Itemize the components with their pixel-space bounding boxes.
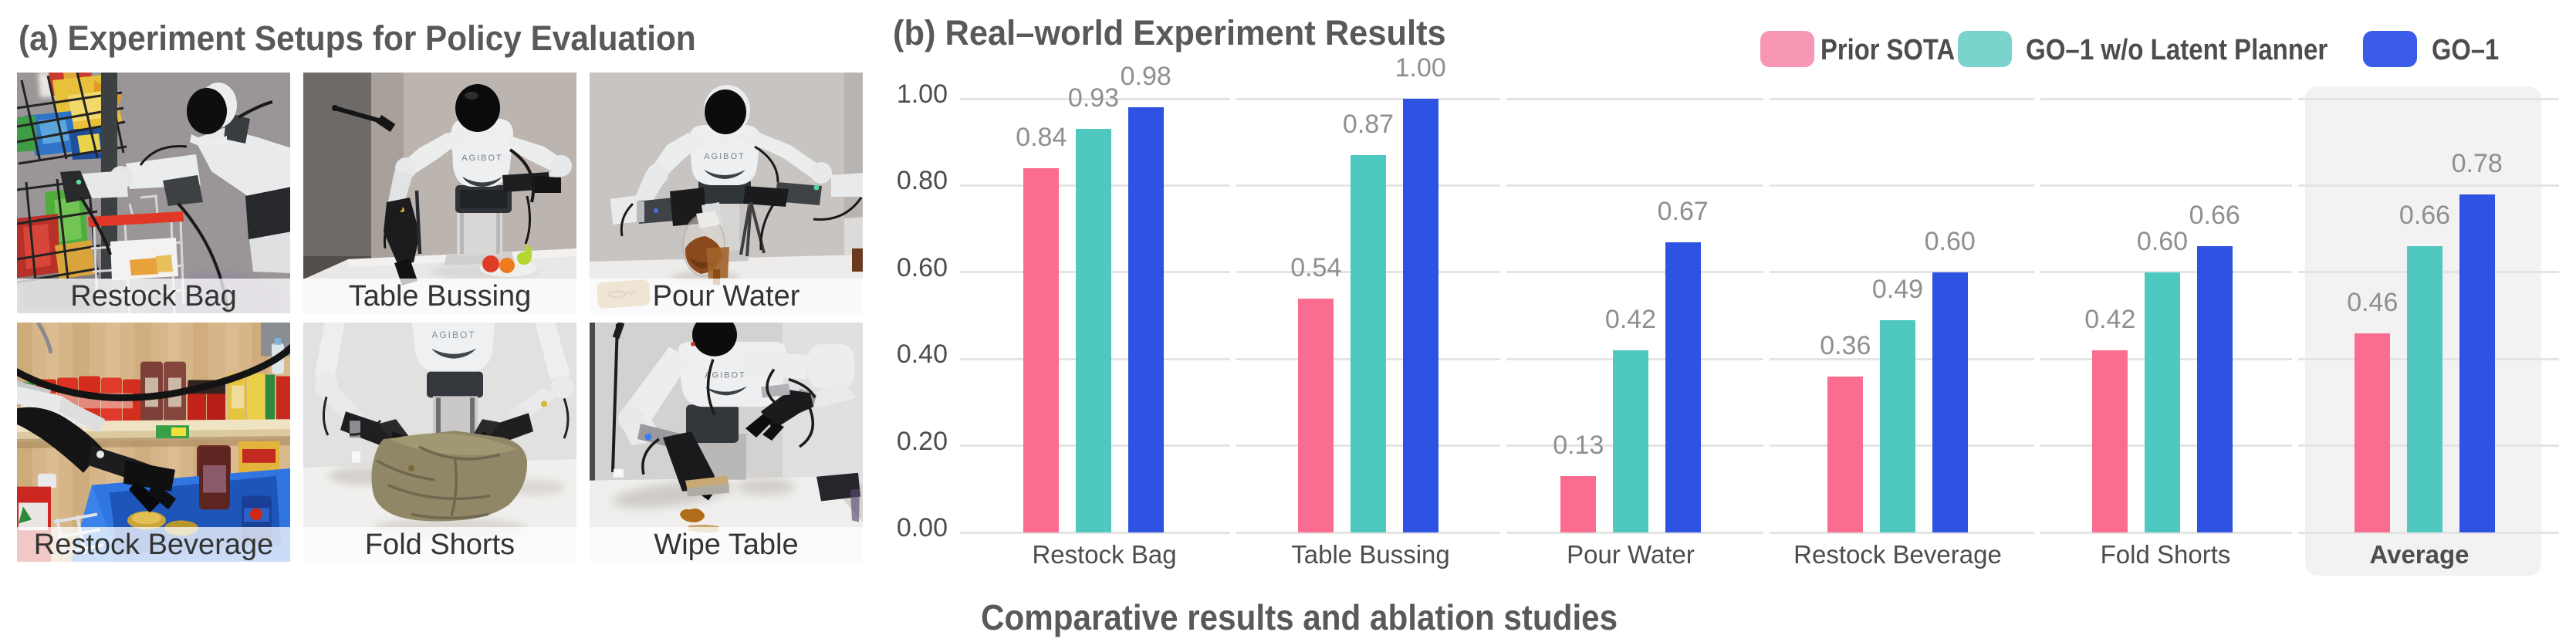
svg-text:AGIBOT: AGIBOT xyxy=(704,152,745,161)
svg-text:AGIBOT: AGIBOT xyxy=(705,371,746,380)
svg-text:AGIBOT: AGIBOT xyxy=(461,154,503,163)
svg-text:AGIBOT: AGIBOT xyxy=(431,329,475,340)
